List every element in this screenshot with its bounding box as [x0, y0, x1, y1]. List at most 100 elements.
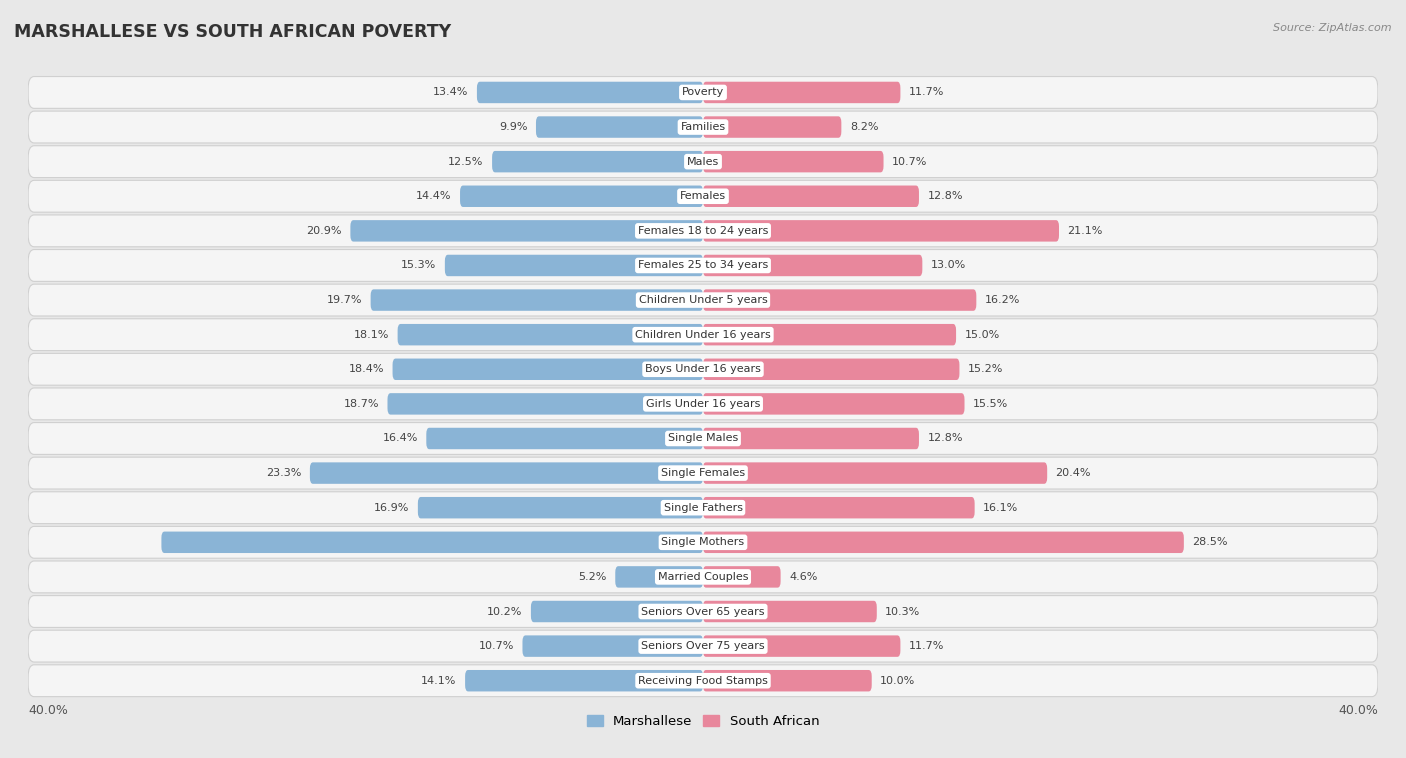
- FancyBboxPatch shape: [388, 393, 703, 415]
- Text: 14.4%: 14.4%: [416, 191, 451, 202]
- Text: 20.9%: 20.9%: [307, 226, 342, 236]
- Text: 40.0%: 40.0%: [1339, 704, 1378, 717]
- Text: Poverty: Poverty: [682, 87, 724, 98]
- FancyBboxPatch shape: [460, 186, 703, 207]
- FancyBboxPatch shape: [28, 353, 1378, 385]
- FancyBboxPatch shape: [444, 255, 703, 276]
- FancyBboxPatch shape: [28, 457, 1378, 489]
- FancyBboxPatch shape: [465, 670, 703, 691]
- Text: 40.0%: 40.0%: [28, 704, 67, 717]
- Text: 28.5%: 28.5%: [1192, 537, 1227, 547]
- Text: 18.7%: 18.7%: [343, 399, 380, 409]
- Text: Married Couples: Married Couples: [658, 572, 748, 582]
- FancyBboxPatch shape: [371, 290, 703, 311]
- Text: Children Under 16 years: Children Under 16 years: [636, 330, 770, 340]
- Text: 12.8%: 12.8%: [928, 191, 963, 202]
- FancyBboxPatch shape: [392, 359, 703, 380]
- FancyBboxPatch shape: [703, 462, 1047, 484]
- Text: Boys Under 16 years: Boys Under 16 years: [645, 365, 761, 374]
- Text: Females: Females: [681, 191, 725, 202]
- FancyBboxPatch shape: [703, 255, 922, 276]
- FancyBboxPatch shape: [162, 531, 703, 553]
- Text: Single Males: Single Males: [668, 434, 738, 443]
- FancyBboxPatch shape: [398, 324, 703, 346]
- FancyBboxPatch shape: [350, 220, 703, 242]
- FancyBboxPatch shape: [703, 359, 959, 380]
- FancyBboxPatch shape: [703, 186, 920, 207]
- FancyBboxPatch shape: [28, 180, 1378, 212]
- FancyBboxPatch shape: [531, 601, 703, 622]
- FancyBboxPatch shape: [28, 561, 1378, 593]
- Text: Receiving Food Stamps: Receiving Food Stamps: [638, 675, 768, 686]
- FancyBboxPatch shape: [309, 462, 703, 484]
- Text: Single Fathers: Single Fathers: [664, 503, 742, 512]
- FancyBboxPatch shape: [703, 670, 872, 691]
- FancyBboxPatch shape: [703, 116, 841, 138]
- FancyBboxPatch shape: [28, 630, 1378, 662]
- FancyBboxPatch shape: [703, 82, 900, 103]
- Text: Source: ZipAtlas.com: Source: ZipAtlas.com: [1274, 23, 1392, 33]
- Legend: Marshallese, South African: Marshallese, South African: [582, 709, 824, 733]
- FancyBboxPatch shape: [28, 77, 1378, 108]
- Text: Males: Males: [688, 157, 718, 167]
- Text: 10.3%: 10.3%: [886, 606, 921, 616]
- Text: Families: Families: [681, 122, 725, 132]
- FancyBboxPatch shape: [703, 601, 877, 622]
- FancyBboxPatch shape: [28, 422, 1378, 454]
- FancyBboxPatch shape: [28, 215, 1378, 247]
- FancyBboxPatch shape: [426, 428, 703, 449]
- Text: 13.0%: 13.0%: [931, 261, 966, 271]
- Text: 15.5%: 15.5%: [973, 399, 1008, 409]
- FancyBboxPatch shape: [492, 151, 703, 172]
- Text: 16.1%: 16.1%: [983, 503, 1018, 512]
- FancyBboxPatch shape: [28, 146, 1378, 177]
- FancyBboxPatch shape: [703, 220, 1059, 242]
- Text: 16.9%: 16.9%: [374, 503, 409, 512]
- FancyBboxPatch shape: [703, 566, 780, 587]
- FancyBboxPatch shape: [703, 497, 974, 518]
- Text: 16.4%: 16.4%: [382, 434, 418, 443]
- Text: Single Females: Single Females: [661, 468, 745, 478]
- Text: 4.6%: 4.6%: [789, 572, 817, 582]
- Text: 11.7%: 11.7%: [908, 87, 945, 98]
- Text: 10.7%: 10.7%: [478, 641, 515, 651]
- Text: 12.5%: 12.5%: [449, 157, 484, 167]
- FancyBboxPatch shape: [703, 290, 976, 311]
- FancyBboxPatch shape: [28, 596, 1378, 628]
- FancyBboxPatch shape: [616, 566, 703, 587]
- FancyBboxPatch shape: [28, 388, 1378, 420]
- FancyBboxPatch shape: [703, 393, 965, 415]
- Text: 10.2%: 10.2%: [486, 606, 523, 616]
- FancyBboxPatch shape: [28, 665, 1378, 697]
- Text: MARSHALLESE VS SOUTH AFRICAN POVERTY: MARSHALLESE VS SOUTH AFRICAN POVERTY: [14, 23, 451, 41]
- Text: 18.1%: 18.1%: [354, 330, 389, 340]
- FancyBboxPatch shape: [28, 249, 1378, 281]
- FancyBboxPatch shape: [523, 635, 703, 657]
- Text: 23.3%: 23.3%: [266, 468, 301, 478]
- FancyBboxPatch shape: [28, 111, 1378, 143]
- Text: 14.1%: 14.1%: [422, 675, 457, 686]
- FancyBboxPatch shape: [703, 428, 920, 449]
- FancyBboxPatch shape: [28, 492, 1378, 524]
- Text: 15.0%: 15.0%: [965, 330, 1000, 340]
- FancyBboxPatch shape: [418, 497, 703, 518]
- Text: 20.4%: 20.4%: [1056, 468, 1091, 478]
- Text: 13.4%: 13.4%: [433, 87, 468, 98]
- FancyBboxPatch shape: [28, 284, 1378, 316]
- Text: Children Under 5 years: Children Under 5 years: [638, 295, 768, 305]
- Text: Single Mothers: Single Mothers: [661, 537, 745, 547]
- FancyBboxPatch shape: [703, 324, 956, 346]
- FancyBboxPatch shape: [477, 82, 703, 103]
- FancyBboxPatch shape: [28, 319, 1378, 351]
- Text: 9.9%: 9.9%: [499, 122, 527, 132]
- Text: Females 18 to 24 years: Females 18 to 24 years: [638, 226, 768, 236]
- Text: 12.8%: 12.8%: [928, 434, 963, 443]
- Text: Females 25 to 34 years: Females 25 to 34 years: [638, 261, 768, 271]
- Text: Seniors Over 65 years: Seniors Over 65 years: [641, 606, 765, 616]
- Text: 10.7%: 10.7%: [891, 157, 928, 167]
- FancyBboxPatch shape: [703, 531, 1184, 553]
- Text: 18.4%: 18.4%: [349, 365, 384, 374]
- FancyBboxPatch shape: [703, 151, 883, 172]
- Text: 5.2%: 5.2%: [578, 572, 607, 582]
- Text: 8.2%: 8.2%: [849, 122, 879, 132]
